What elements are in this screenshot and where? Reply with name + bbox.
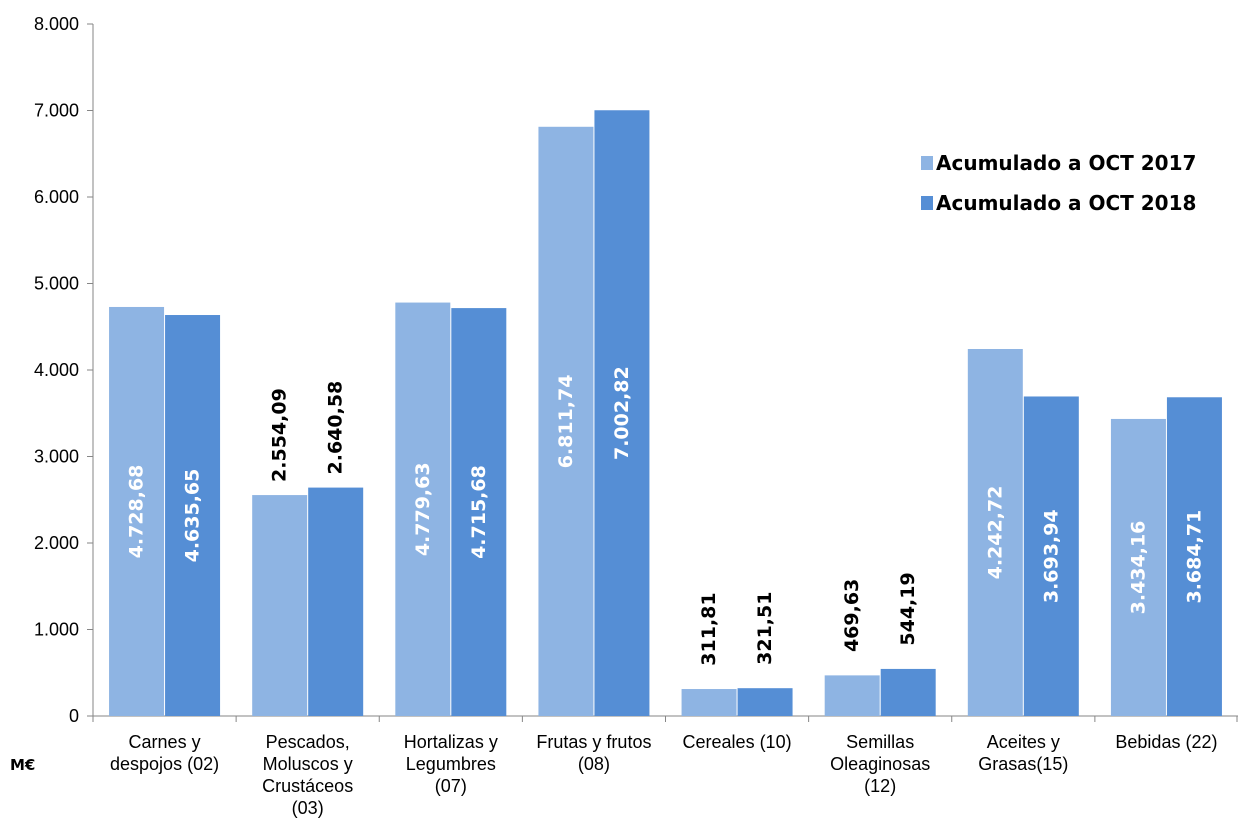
category-label: Semillas Oleaginosas (12) xyxy=(830,732,930,796)
bar xyxy=(967,349,1023,716)
category-label: Hortalizas y Legumbres (07) xyxy=(404,732,498,796)
legend-label: Acumulado a OCT 2017 xyxy=(936,151,1196,175)
data-label: 469,63 xyxy=(841,579,863,652)
data-label: 4.635,65 xyxy=(182,469,204,563)
data-label: 2.640,58 xyxy=(325,381,347,475)
bar xyxy=(395,302,451,716)
bar xyxy=(109,306,165,716)
data-label: 4.728,68 xyxy=(126,465,148,559)
legend-label: Acumulado a OCT 2018 xyxy=(936,191,1196,215)
bar xyxy=(538,126,594,717)
y-tick-label: 4.000 xyxy=(34,360,79,380)
y-tick-label: 6.000 xyxy=(34,187,79,207)
data-label: 4.715,68 xyxy=(468,465,490,559)
bar xyxy=(594,110,650,716)
value-labels: 4.728,68 2.554,09 4.779,63 6.811,74 311,81 46… xyxy=(126,366,1206,665)
category-label: Pescados, Moluscos y Crustáceos (03) xyxy=(262,732,353,818)
data-label: 311,81 xyxy=(698,592,720,665)
data-label: 3.684,71 xyxy=(1183,510,1205,604)
category-label: Frutas y frutos (08) xyxy=(536,732,651,774)
data-label: 3.693,94 xyxy=(1040,509,1062,603)
category-label: Bebidas (22) xyxy=(1115,732,1217,752)
category-label: Aceites y Grasas(15) xyxy=(978,732,1068,774)
y-tick-label: 3.000 xyxy=(34,447,79,467)
bar xyxy=(737,688,793,716)
data-label: 4.242,72 xyxy=(984,486,1006,580)
y-tick-label: 8.000 xyxy=(34,14,79,34)
bar xyxy=(1023,396,1079,716)
legend-swatch xyxy=(921,196,933,210)
y-tick-label: 0 xyxy=(69,706,79,726)
bar xyxy=(681,689,737,716)
data-label: 544,19 xyxy=(897,572,919,645)
data-label: 4.779,63 xyxy=(412,462,434,556)
data-label: 7.002,82 xyxy=(611,366,633,460)
unit-label: M€ xyxy=(10,756,35,774)
bar xyxy=(880,668,936,716)
bar xyxy=(824,675,880,716)
data-label: 2.554,09 xyxy=(269,388,291,482)
legend-swatch xyxy=(921,156,933,170)
bar xyxy=(252,495,308,716)
y-tick-label: 5.000 xyxy=(34,274,79,294)
y-tick-label: 1.000 xyxy=(34,620,79,640)
y-axis: 0 1.000 2.000 3.000 4.000 5.000 6.000 7.000 8.00… xyxy=(34,14,94,726)
bar xyxy=(451,308,507,716)
bar xyxy=(1110,418,1166,716)
bar xyxy=(308,487,364,716)
category-label: Carnes y despojos (02) xyxy=(110,732,219,774)
y-tick-label: 7.000 xyxy=(34,101,79,121)
data-label: 3.434,16 xyxy=(1127,521,1149,615)
y-tick-label: 2.000 xyxy=(34,533,79,553)
category-labels: Carnes y despojos (02) Pescados, Moluscos y… xyxy=(110,732,1217,818)
data-label: 321,51 xyxy=(754,592,776,665)
x-axis xyxy=(92,715,1238,722)
bar xyxy=(1166,397,1222,716)
bar xyxy=(165,315,221,716)
category-label: Cereales (10) xyxy=(683,732,792,752)
bars xyxy=(109,110,1222,717)
data-label: 6.811,74 xyxy=(555,375,577,469)
legend: Acumulado a OCT 2017 Acumulado a OCT 2018 xyxy=(921,151,1196,215)
